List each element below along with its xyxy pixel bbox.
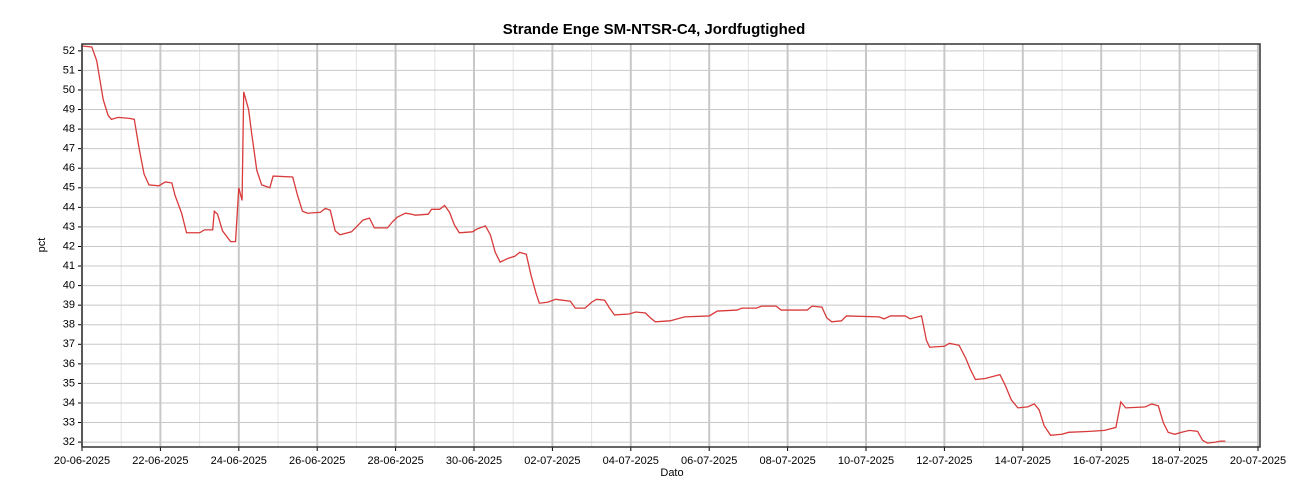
y-tick-label: 34 xyxy=(63,397,75,409)
y-tick-label: 52 xyxy=(63,45,75,57)
x-tick-label: 12-07-2025 xyxy=(916,455,972,467)
y-tick-label: 45 xyxy=(63,182,75,194)
y-tick-label: 39 xyxy=(63,299,75,311)
y-tick-label: 40 xyxy=(63,280,75,292)
x-tick-label: 20-06-2025 xyxy=(54,455,110,467)
y-tick-label: 32 xyxy=(63,436,75,448)
x-tick-label: 16-07-2025 xyxy=(1073,455,1129,467)
x-tick-label: 14-07-2025 xyxy=(995,455,1051,467)
x-tick-label: 28-06-2025 xyxy=(367,455,423,467)
y-tick-label: 48 xyxy=(63,123,75,135)
x-tick-label: 04-07-2025 xyxy=(603,455,659,467)
y-tick-label: 46 xyxy=(63,162,75,174)
x-axis-label: Dato xyxy=(660,467,683,479)
y-tick-label: 44 xyxy=(63,201,75,213)
y-tick-label: 43 xyxy=(63,221,75,233)
y-tick-label: 42 xyxy=(63,240,75,252)
y-tick-label: 38 xyxy=(63,319,75,331)
y-tick-label: 41 xyxy=(63,260,75,272)
x-tick-label: 10-07-2025 xyxy=(838,455,894,467)
x-tick-label: 30-06-2025 xyxy=(446,455,502,467)
plot-area xyxy=(82,44,1260,447)
x-tick-label: 26-06-2025 xyxy=(289,455,345,467)
y-tick-label: 47 xyxy=(63,143,75,155)
x-tick-label: 08-07-2025 xyxy=(759,455,815,467)
x-tick-label: 02-07-2025 xyxy=(524,455,580,467)
x-tick-label: 18-07-2025 xyxy=(1151,455,1207,467)
y-tick-label: 35 xyxy=(63,377,75,389)
chart-title: Strande Enge SM-NTSR-C4, Jordfugtighed xyxy=(503,21,806,38)
y-tick-label: 50 xyxy=(63,84,75,96)
y-tick-label: 49 xyxy=(63,103,75,115)
y-tick-label: 36 xyxy=(63,358,75,370)
y-tick-label: 37 xyxy=(63,338,75,350)
y-axis-label: pct xyxy=(36,238,48,253)
data-line xyxy=(81,45,1226,444)
x-tick-label: 24-06-2025 xyxy=(211,455,267,467)
x-tick-label: 22-06-2025 xyxy=(132,455,188,467)
x-tick-label: 20-07-2025 xyxy=(1230,455,1286,467)
y-tick-label: 51 xyxy=(63,64,75,76)
x-tick-label: 06-07-2025 xyxy=(681,455,737,467)
plot-frame xyxy=(81,43,1261,448)
y-tick-label: 33 xyxy=(63,416,75,428)
